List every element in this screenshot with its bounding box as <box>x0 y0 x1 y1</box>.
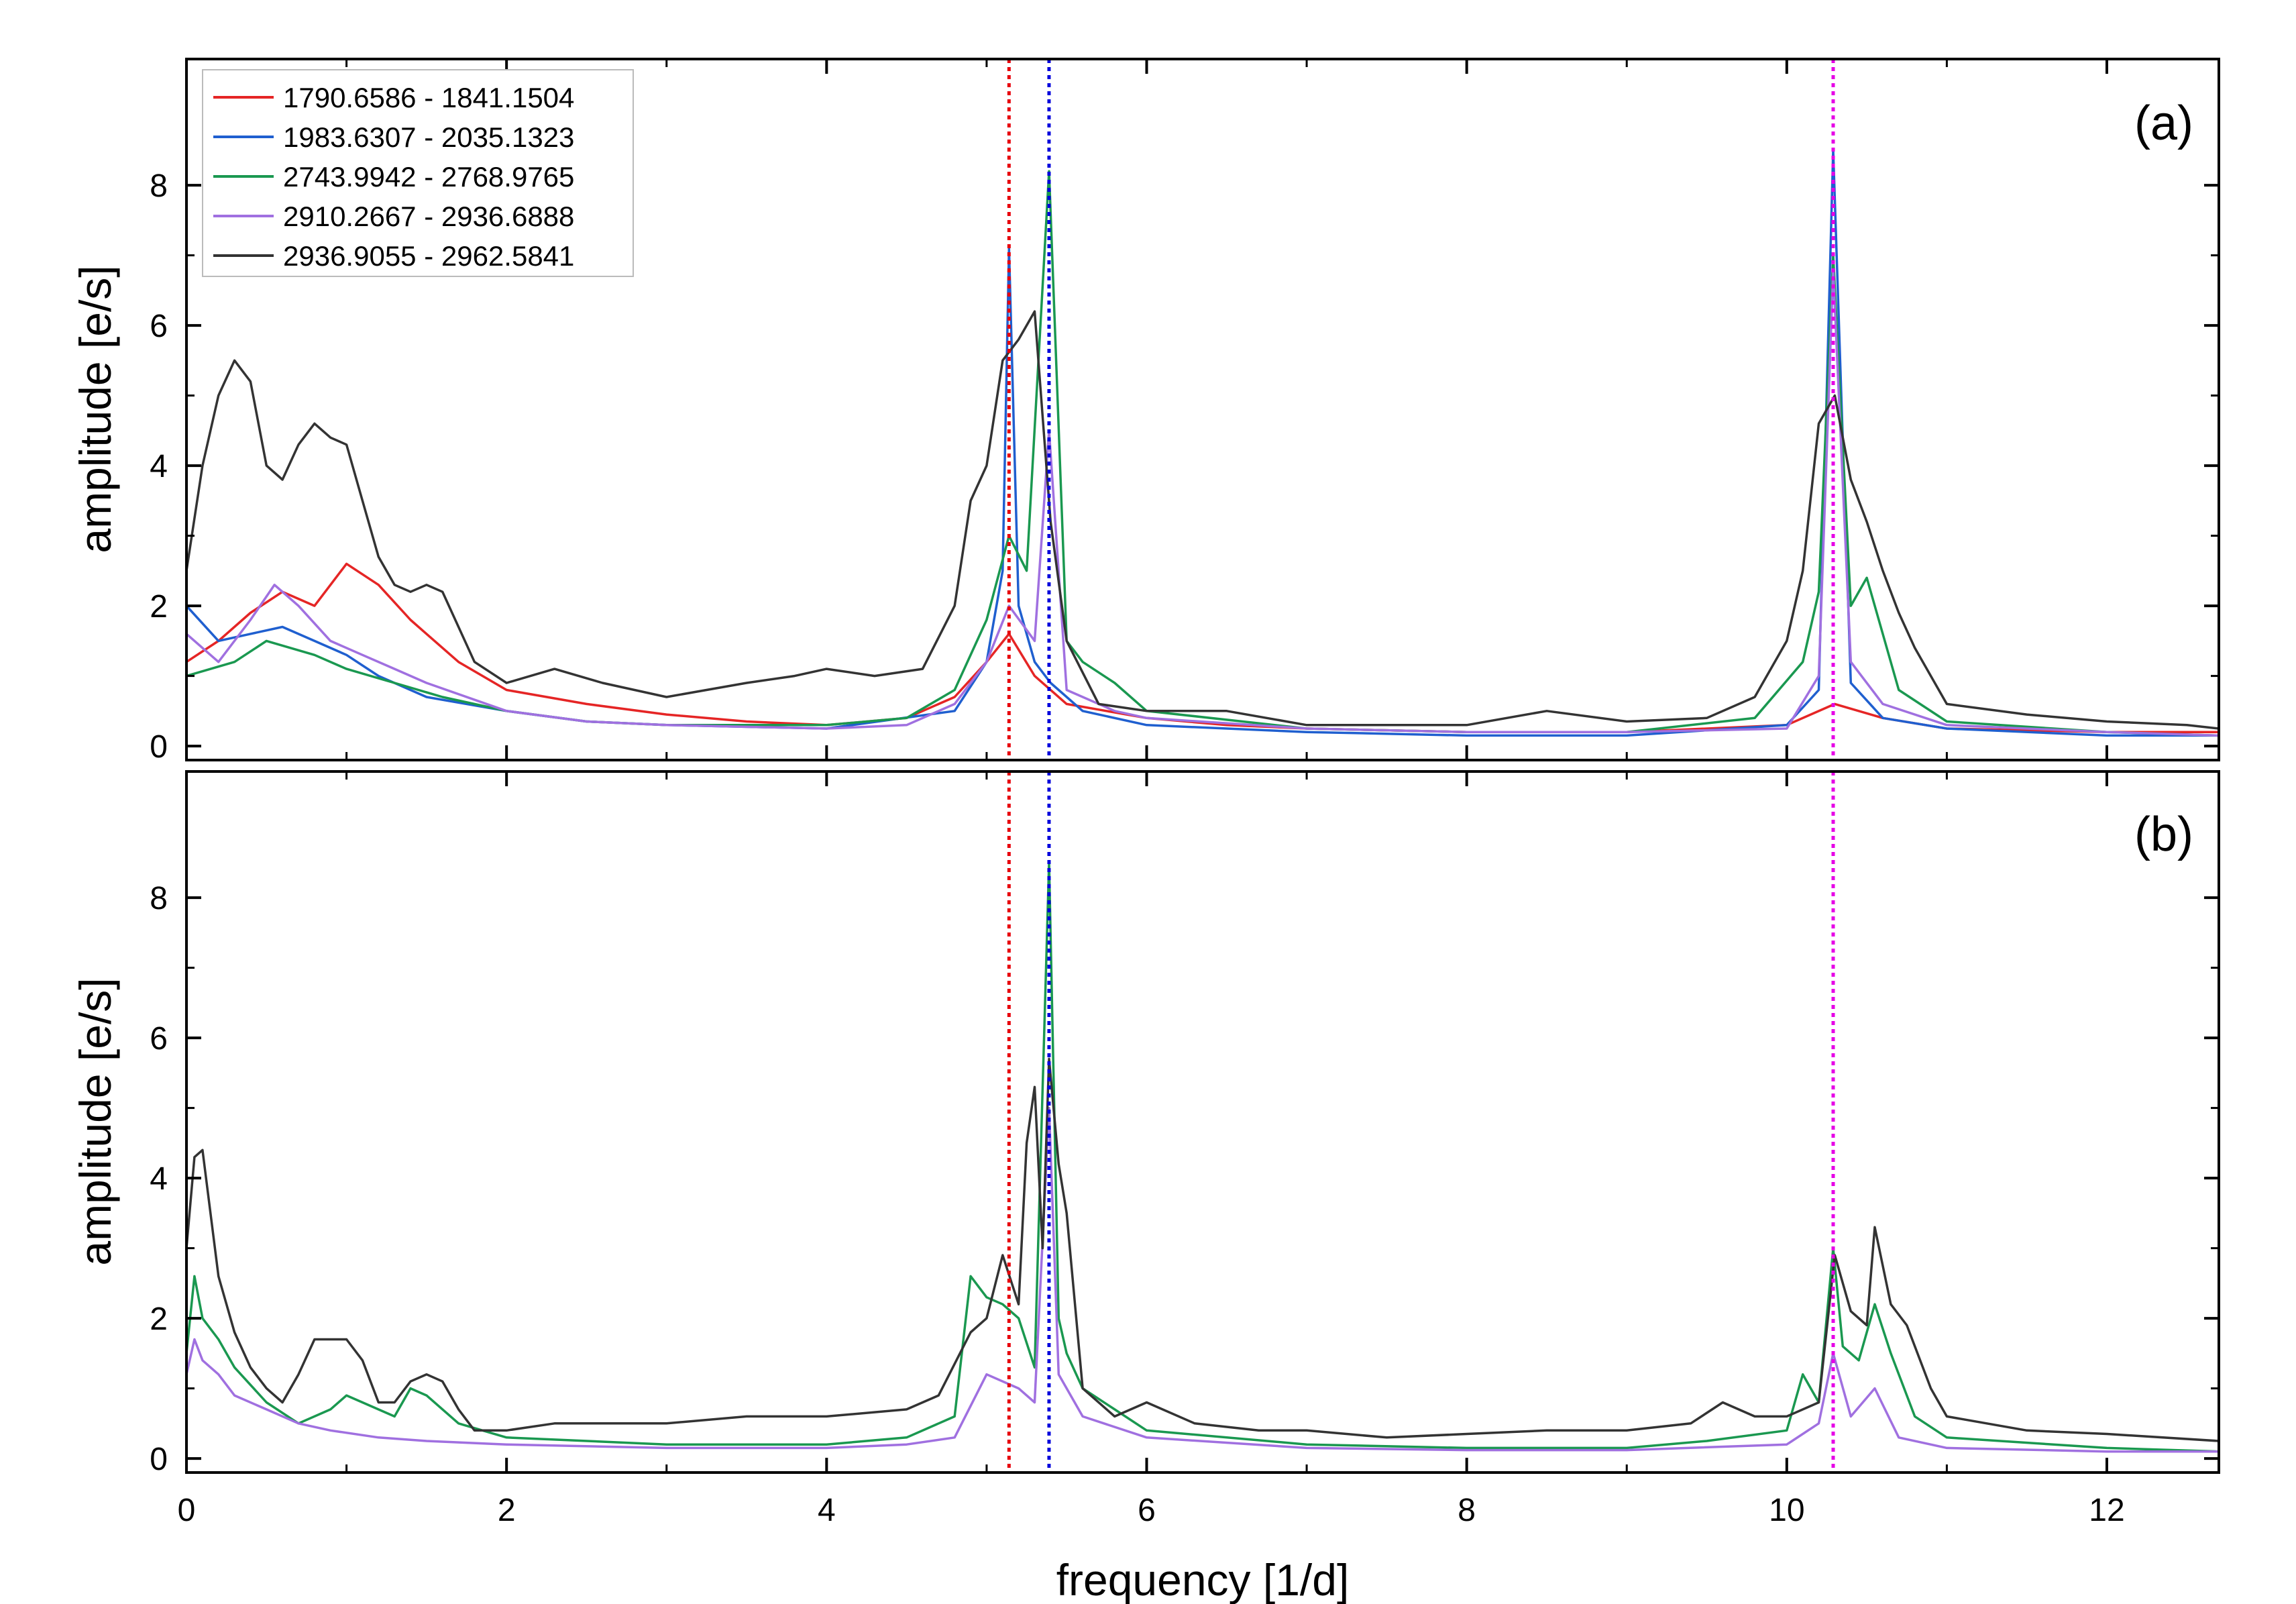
series-line-b-3 <box>186 1106 2219 1453</box>
series-line-a-4 <box>186 310 2219 730</box>
legend-entry-3: 2910.2667 - 2936.6888 <box>213 201 574 232</box>
x-axis-ticks-a <box>185 59 2108 760</box>
y-tick-label-a-4: 8 <box>150 168 168 204</box>
legend-entry-2: 2743.9942 - 2768.9765 <box>213 161 574 193</box>
x-tick-label-1: 2 <box>498 1493 516 1528</box>
legend-entry-0: 1790.6586 - 1841.1504 <box>213 82 574 113</box>
legend-box <box>202 69 634 277</box>
x-tick-label-6: 12 <box>2089 1493 2124 1528</box>
y-tick-label-b-1: 2 <box>150 1301 168 1337</box>
legend-entry-1: 1983.6307 - 2035.1323 <box>213 121 574 153</box>
plot-frame-b <box>185 770 2220 1474</box>
x-axis-ticks-b: 0 2 4 6 8 10 12 <box>178 771 2125 1528</box>
y-tick-label-a-2: 4 <box>150 449 168 484</box>
y-tick-label-b-3: 6 <box>150 1021 168 1057</box>
y-tick-label-a-0: 0 <box>150 729 168 765</box>
panel-label-b: (b) <box>2134 808 2193 861</box>
x-tick-label-4: 8 <box>1458 1493 1476 1528</box>
x-tick-label-2: 4 <box>818 1493 836 1528</box>
panel-b: 0 2 4 6 8 0 2 4 6 8 10 12 (b) amplitude [e/s] <box>70 770 2220 1528</box>
series-line-b-2 <box>186 861 2219 1453</box>
y-tick-label-a-3: 6 <box>150 309 168 344</box>
x-tick-label-5: 10 <box>1769 1493 1804 1528</box>
plot-frame-a <box>185 58 2220 761</box>
x-tick-label-3: 6 <box>1138 1493 1156 1528</box>
x-axis-title: frequency [1/d] <box>1056 1555 1350 1604</box>
series-layer-b <box>186 861 2219 1453</box>
y-axis-ticks-a: 0 2 4 6 8 <box>150 168 2219 765</box>
legend-label-1: 1983.6307 - 2035.1323 <box>283 121 574 153</box>
panel-a: 0 2 4 6 8 (a) 1790.6586 - 1841.1504 1983.630… <box>70 58 2220 765</box>
y-axis-ticks-b: 0 2 4 6 8 <box>150 881 2219 1477</box>
x-tick-label-0: 0 <box>178 1493 196 1528</box>
legend-label-4: 2936.9055 - 2962.5841 <box>283 240 574 272</box>
reference-lines-a <box>1007 59 1835 760</box>
legend-label-3: 2910.2667 - 2936.6888 <box>283 201 574 232</box>
y-tick-label-b-2: 4 <box>150 1161 168 1197</box>
y-axis-title-b: amplitude [e/s] <box>70 977 120 1265</box>
series-line-a-3 <box>186 268 2219 737</box>
legend-label-0: 1790.6586 - 1841.1504 <box>283 82 574 113</box>
legend: 1790.6586 - 1841.1504 1983.6307 - 2035.1… <box>202 69 634 277</box>
y-axis-title-a: amplitude [e/s] <box>70 265 120 553</box>
panel-label-a: (a) <box>2134 97 2193 150</box>
series-line-a-1 <box>186 149 2219 737</box>
y-tick-label-b-0: 0 <box>150 1442 168 1477</box>
series-layer-a <box>186 149 2219 737</box>
y-tick-label-a-1: 2 <box>150 589 168 625</box>
legend-label-2: 2743.9942 - 2768.9765 <box>283 161 574 193</box>
series-line-b-4 <box>186 1057 2219 1442</box>
legend-entry-4: 2936.9055 - 2962.5841 <box>213 240 574 272</box>
reference-lines-b <box>1007 771 1835 1473</box>
y-tick-label-b-4: 8 <box>150 881 168 916</box>
